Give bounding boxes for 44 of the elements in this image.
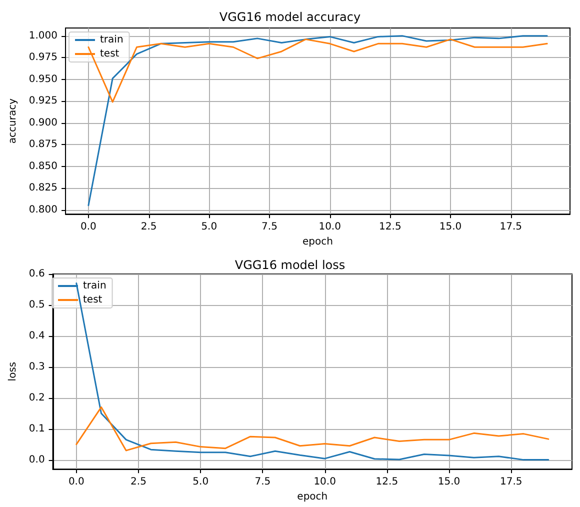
- x-tick-label: 5.0: [192, 476, 209, 488]
- x-axis-title: epoch: [297, 492, 328, 502]
- legend-label: test: [100, 48, 120, 60]
- line-series: [76, 406, 550, 452]
- y-tick-label: 0.3: [28, 361, 45, 372]
- chart-title: VGG16 model accuracy: [219, 10, 361, 24]
- x-tick-label: 5.0: [201, 222, 218, 233]
- x-tick-label: 7.5: [254, 476, 271, 488]
- x-tick-label: 0.0: [80, 222, 96, 233]
- x-tick-label: 17.5: [500, 222, 522, 233]
- y-tick-label: 1.000: [28, 30, 58, 42]
- y-axis-title: accuracy: [8, 98, 18, 144]
- y-tick-label: 0.2: [28, 392, 45, 404]
- y-tick-label: 0.925: [28, 96, 58, 107]
- x-tick-label: 12.5: [376, 476, 398, 488]
- x-tick-label: 15.0: [439, 222, 462, 233]
- x-tick-label: 7.5: [262, 222, 278, 233]
- y-tick-label: 0.950: [28, 74, 58, 85]
- y-tick-label: 0.850: [28, 160, 58, 172]
- line-series: [88, 35, 548, 206]
- y-axis-title: loss: [8, 362, 18, 382]
- x-tick-label: 12.5: [379, 222, 402, 233]
- x-tick-label: 2.5: [130, 476, 146, 488]
- y-tick-label: 0.0: [28, 454, 45, 466]
- legend-label: train: [83, 280, 106, 292]
- chart-title: VGG16 model loss: [234, 258, 346, 272]
- legend-label: test: [83, 294, 102, 306]
- y-tick-label: 0.825: [28, 182, 58, 194]
- y-tick-label: 0.975: [28, 52, 58, 64]
- y-tick-label: 0.1: [28, 423, 45, 434]
- legend-label: train: [100, 34, 124, 46]
- y-tick-label: 0.5: [28, 299, 45, 310]
- y-tick-label: 0.4: [28, 330, 45, 342]
- x-axis-title: epoch: [302, 236, 333, 248]
- y-tick-label: 0.800: [28, 204, 58, 216]
- y-tick-label: 0.900: [28, 117, 58, 128]
- x-tick-label: 2.5: [140, 222, 157, 233]
- x-tick-label: 10.0: [318, 222, 341, 233]
- y-tick-label: 0.875: [28, 139, 58, 150]
- x-tick-label: 17.5: [500, 476, 522, 488]
- x-tick-label: 10.0: [314, 476, 336, 488]
- x-tick-label: 15.0: [438, 476, 460, 488]
- y-tick-label: 0.6: [28, 268, 45, 280]
- x-tick-label: 0.0: [68, 476, 84, 488]
